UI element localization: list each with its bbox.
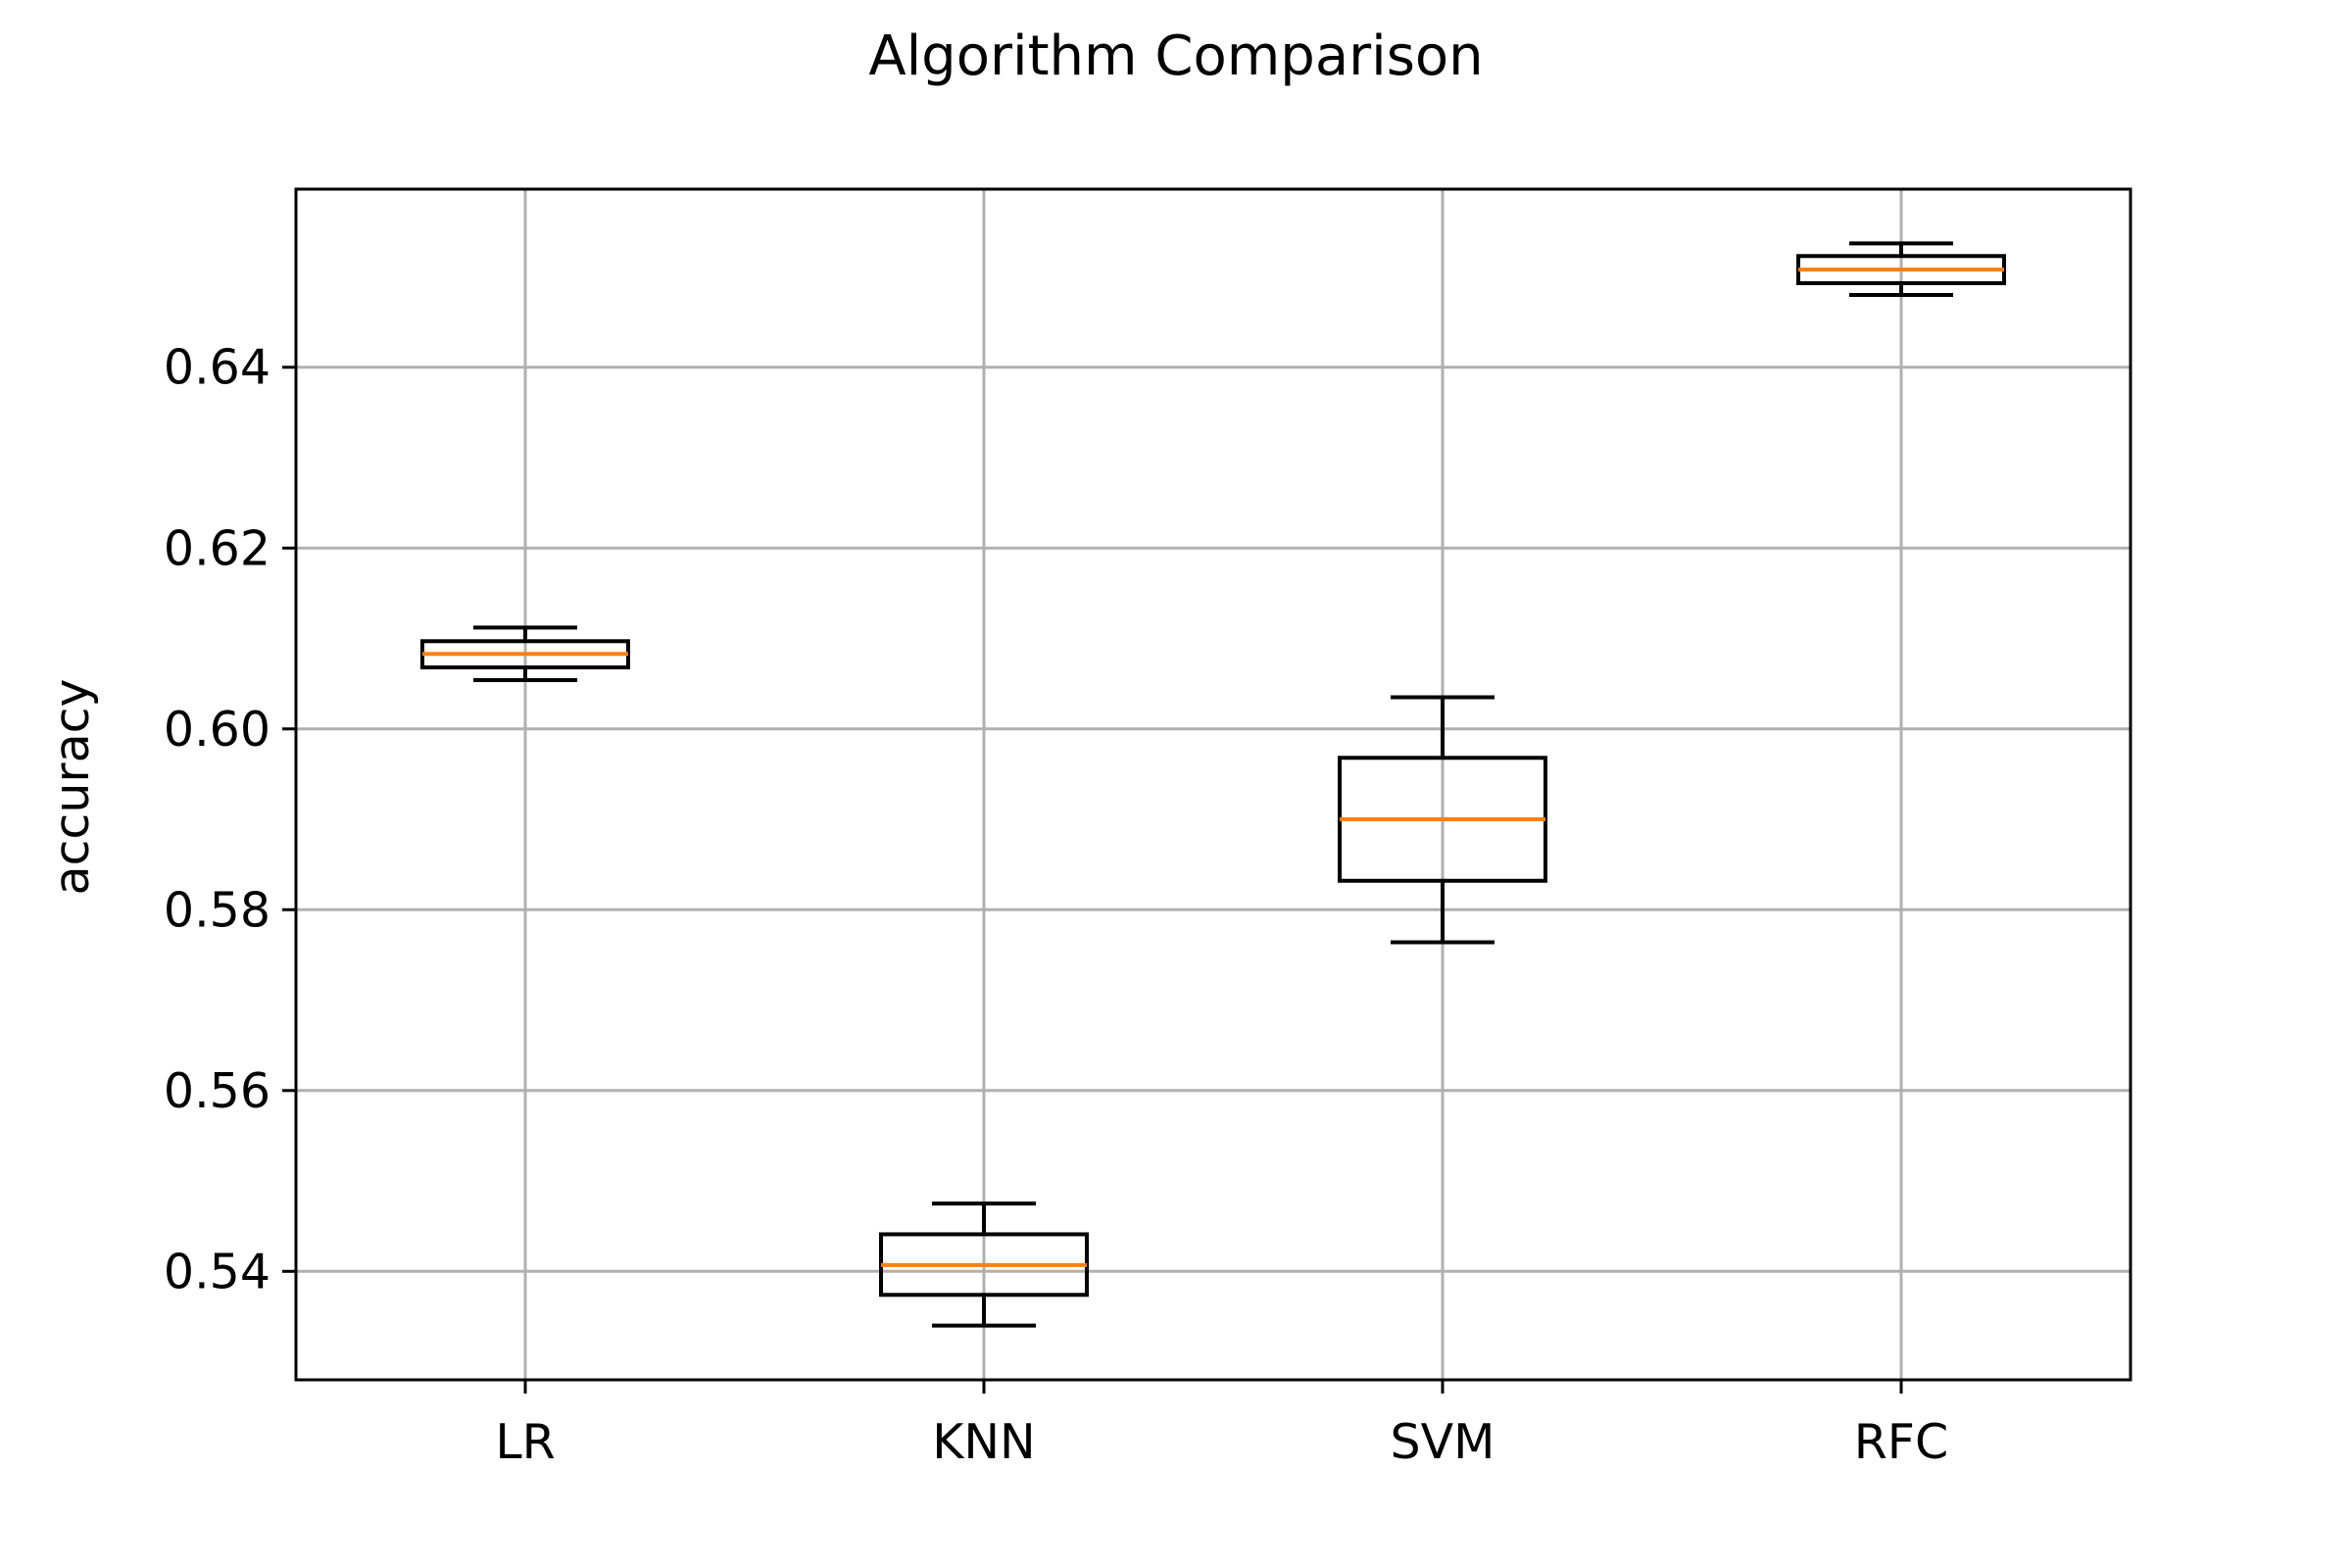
box-plot-knn	[879, 1201, 1089, 1328]
plot-area-frame	[294, 187, 2132, 1382]
box-plot-svm	[1338, 695, 1547, 945]
x-tick-label: KNN	[932, 1414, 1035, 1470]
box-plots	[420, 241, 2006, 1328]
y-tick-label: 0.64	[164, 340, 270, 396]
box-plot-lr	[420, 625, 630, 682]
axis-ticks: 0.54 0.56 0.58 0.60 0.62 0.64 LR KNN SVM RFC	[164, 340, 1948, 1470]
y-tick-label: 0.54	[164, 1244, 270, 1299]
box-plot-rfc	[1796, 241, 2006, 297]
x-tick-label: RFC	[1854, 1414, 1948, 1470]
y-tick-label: 0.60	[164, 702, 270, 758]
x-tick-label: SVM	[1391, 1414, 1495, 1470]
y-tick-label: 0.56	[164, 1063, 270, 1119]
y-tick-label: 0.62	[164, 520, 270, 576]
y-axis-label: accuracy	[44, 678, 100, 895]
y-tick-label: 0.58	[164, 882, 270, 938]
x-tick-label: LR	[495, 1414, 555, 1470]
chart-title: Algorithm Comparison	[868, 24, 1483, 88]
grid-lines	[296, 189, 2131, 1380]
